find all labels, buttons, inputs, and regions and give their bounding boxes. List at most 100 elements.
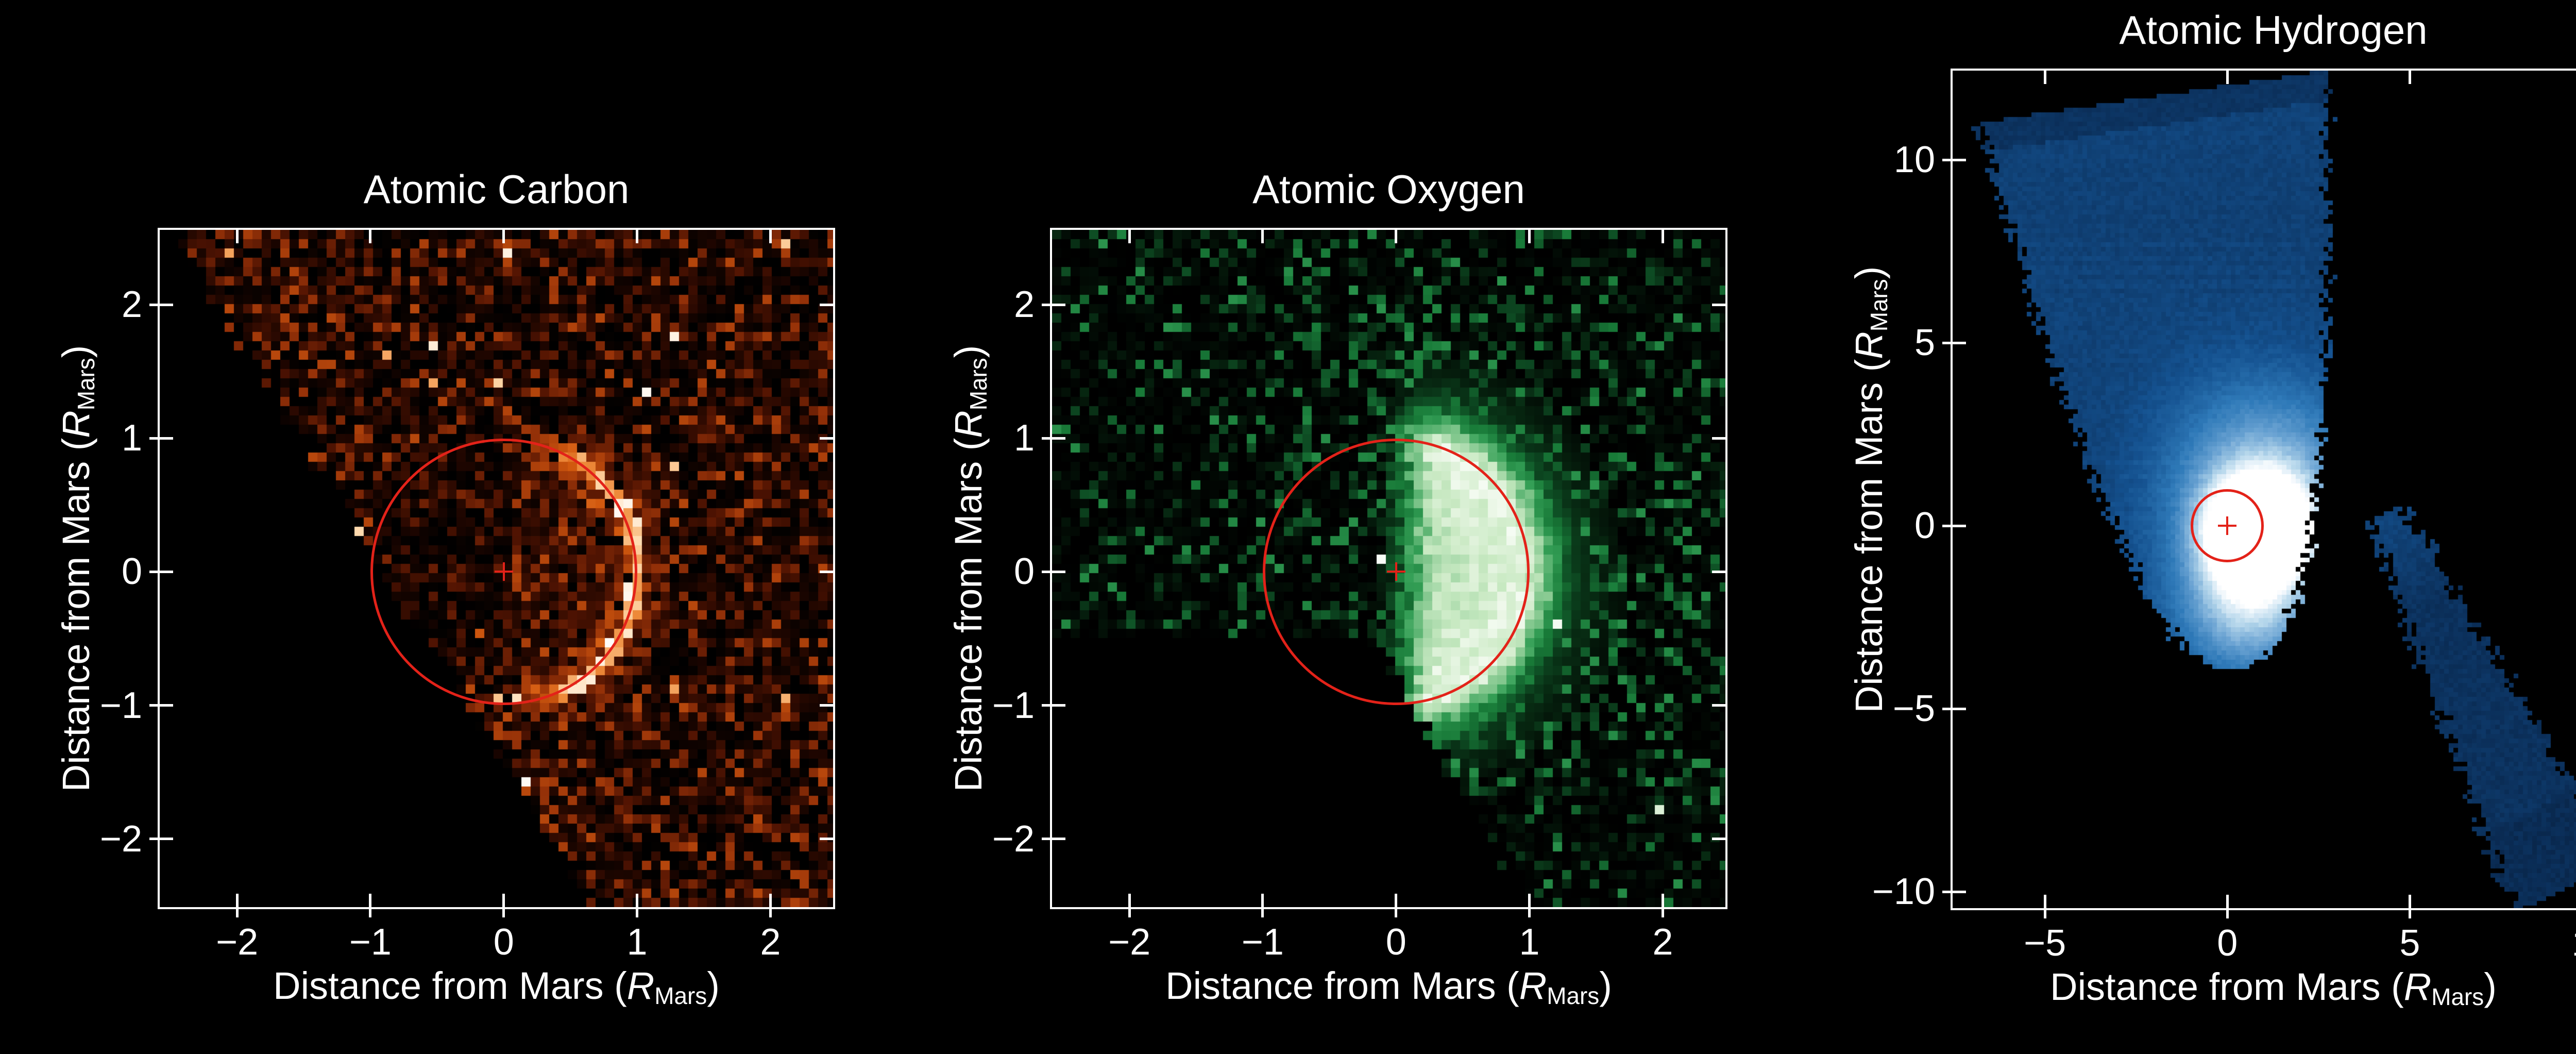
x-axis-label: Distance from Mars (RMars) xyxy=(1165,964,1612,1010)
tick-mark xyxy=(1052,704,1065,707)
hydrogen-heatmap-canvas xyxy=(1953,71,2576,908)
y-tick-label: −2 xyxy=(99,818,142,860)
y-tick-label: 1 xyxy=(1013,417,1035,459)
tick-mark xyxy=(1528,230,1531,243)
tick-mark xyxy=(2043,908,2046,918)
x-tick-label: −2 xyxy=(1108,922,1151,963)
mars-center-cross-icon xyxy=(502,562,505,581)
x-tick-label: 10 xyxy=(2571,925,2576,962)
y-tick-label: −10 xyxy=(1872,871,1935,913)
y-tick-label: 0 xyxy=(1914,505,1935,547)
panel-atomic-oxygen: Atomic Oxygen Distance from Mars (RMars)… xyxy=(947,169,1727,1008)
tick-mark xyxy=(1042,838,1052,841)
tick-mark xyxy=(1942,890,1953,893)
x-tick-label: −5 xyxy=(2024,923,2066,964)
y-axis-label: Distance from Mars (RMars) xyxy=(1848,266,1893,713)
y-axis-label: Distance from Mars (RMars) xyxy=(55,345,100,792)
tick-mark xyxy=(160,570,173,573)
tick-mark xyxy=(502,230,505,243)
tick-mark xyxy=(1128,230,1131,243)
x-tick-label: 1 xyxy=(1519,922,1540,963)
tick-mark xyxy=(369,894,372,907)
tick-mark xyxy=(820,570,833,573)
panel-title: Atomic Hydrogen xyxy=(2119,7,2428,53)
x-tick-label: 2 xyxy=(1652,922,1673,963)
tick-mark xyxy=(160,303,173,306)
tick-mark xyxy=(1942,158,1953,161)
tick-mark xyxy=(2043,895,2046,908)
tick-mark xyxy=(1942,524,1953,527)
x-tick-label: 1 xyxy=(626,922,648,963)
tick-mark xyxy=(1395,907,1398,917)
tick-mark xyxy=(149,437,160,440)
tick-mark xyxy=(1128,894,1131,907)
panel-atomic-hydrogen: Atomic Hydrogen Distance from Mars (RMar… xyxy=(1848,10,2576,1009)
tick-mark xyxy=(1052,437,1065,440)
tick-mark xyxy=(769,907,772,917)
tick-mark xyxy=(1395,894,1398,907)
tick-mark xyxy=(1042,704,1052,707)
x-tick-label: −1 xyxy=(1241,922,1284,963)
tick-mark xyxy=(1052,570,1065,573)
tick-mark xyxy=(369,230,372,243)
tick-mark xyxy=(1395,230,1398,243)
tick-mark xyxy=(160,704,173,707)
tick-mark xyxy=(149,704,160,707)
tick-mark xyxy=(1661,230,1664,243)
tick-mark xyxy=(149,303,160,306)
tick-mark xyxy=(1261,894,1264,907)
mars-limb-circle xyxy=(1262,438,1530,706)
tick-mark xyxy=(2226,895,2229,908)
tick-mark xyxy=(1953,524,1966,527)
x-tick-label: 0 xyxy=(1385,922,1406,963)
tick-mark xyxy=(160,437,173,440)
tick-mark xyxy=(1528,907,1531,917)
tick-mark xyxy=(820,303,833,306)
tick-mark xyxy=(2226,71,2229,84)
x-axis-label: Distance from Mars (RMars) xyxy=(273,964,720,1010)
tick-mark xyxy=(149,570,160,573)
tick-mark xyxy=(769,230,772,243)
tick-mark xyxy=(1712,570,1725,573)
tick-mark xyxy=(1712,838,1725,841)
mars-limb-circle xyxy=(2191,489,2264,562)
tick-mark xyxy=(1661,907,1664,917)
tick-mark xyxy=(1528,894,1531,907)
panel-title: Atomic Carbon xyxy=(363,166,630,212)
tick-mark xyxy=(1042,437,1052,440)
tick-mark xyxy=(1661,894,1664,907)
tick-mark xyxy=(502,907,505,917)
tick-mark xyxy=(502,894,505,907)
tick-mark xyxy=(2408,895,2411,908)
tick-mark xyxy=(1261,230,1264,243)
mars-center-cross-icon xyxy=(1395,562,1397,581)
x-tick-label: 2 xyxy=(760,922,781,963)
tick-mark xyxy=(1953,158,1966,161)
tick-mark xyxy=(1128,907,1131,917)
tick-mark xyxy=(160,838,173,841)
x-tick-label: 5 xyxy=(2399,923,2420,964)
tick-mark xyxy=(1953,707,1966,710)
tick-mark xyxy=(1712,437,1725,440)
tick-mark xyxy=(1953,890,1966,893)
x-tick-label: 0 xyxy=(493,922,514,963)
tick-mark xyxy=(369,907,372,917)
tick-mark xyxy=(820,704,833,707)
y-tick-label: 0 xyxy=(121,551,142,593)
x-tick-label: −1 xyxy=(349,922,392,963)
tick-mark xyxy=(235,230,239,243)
tick-mark xyxy=(820,838,833,841)
tick-mark xyxy=(235,894,239,907)
y-tick-label: 2 xyxy=(1013,284,1035,326)
tick-mark xyxy=(1042,570,1052,573)
tick-mark xyxy=(636,230,639,243)
tick-mark xyxy=(1942,707,1953,710)
tick-mark xyxy=(1942,341,1953,344)
x-tick-label: −2 xyxy=(216,922,259,963)
tick-mark xyxy=(1261,907,1264,917)
tick-mark xyxy=(1042,303,1052,306)
x-tick-label: 0 xyxy=(2217,923,2238,964)
panel-atomic-carbon: Atomic Carbon Distance from Mars (RMars)… xyxy=(55,169,835,1008)
y-tick-label: −1 xyxy=(99,684,142,726)
tick-mark xyxy=(1953,341,1966,344)
